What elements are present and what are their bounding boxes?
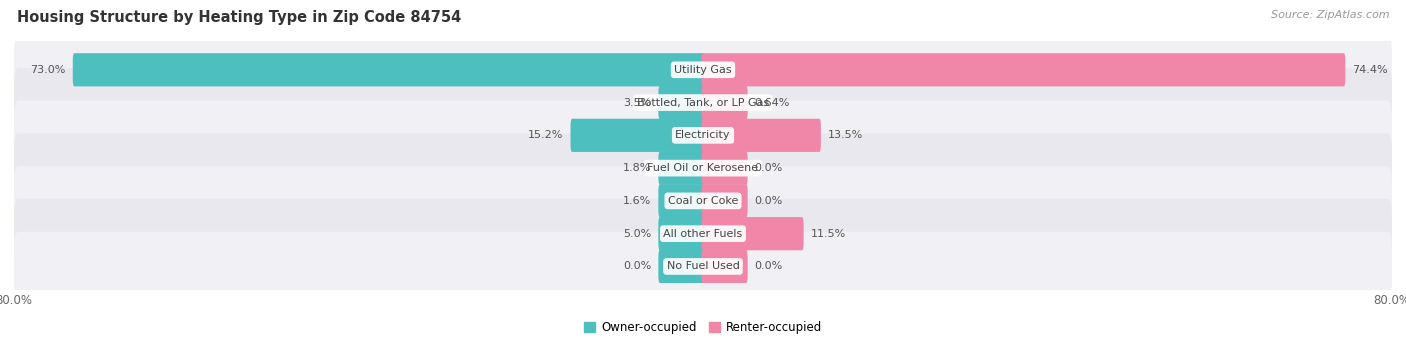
Text: Bottled, Tank, or LP Gas: Bottled, Tank, or LP Gas <box>637 98 769 107</box>
FancyBboxPatch shape <box>14 133 1392 203</box>
FancyBboxPatch shape <box>658 151 704 185</box>
Legend: Owner-occupied, Renter-occupied: Owner-occupied, Renter-occupied <box>579 316 827 339</box>
FancyBboxPatch shape <box>702 119 821 152</box>
FancyBboxPatch shape <box>702 151 748 185</box>
Text: 0.0%: 0.0% <box>755 196 783 206</box>
Text: 0.0%: 0.0% <box>623 262 651 271</box>
FancyBboxPatch shape <box>658 250 704 283</box>
Text: Housing Structure by Heating Type in Zip Code 84754: Housing Structure by Heating Type in Zip… <box>17 10 461 25</box>
FancyBboxPatch shape <box>14 101 1392 170</box>
Text: 74.4%: 74.4% <box>1353 65 1388 75</box>
FancyBboxPatch shape <box>14 35 1392 105</box>
Text: Coal or Coke: Coal or Coke <box>668 196 738 206</box>
FancyBboxPatch shape <box>702 184 748 218</box>
Text: 0.64%: 0.64% <box>755 98 790 107</box>
FancyBboxPatch shape <box>14 166 1392 236</box>
FancyBboxPatch shape <box>658 217 704 250</box>
FancyBboxPatch shape <box>14 68 1392 137</box>
Text: 3.5%: 3.5% <box>623 98 651 107</box>
FancyBboxPatch shape <box>702 53 1346 86</box>
Text: 73.0%: 73.0% <box>31 65 66 75</box>
FancyBboxPatch shape <box>702 250 748 283</box>
FancyBboxPatch shape <box>658 184 704 218</box>
Text: Fuel Oil or Kerosene: Fuel Oil or Kerosene <box>647 163 759 173</box>
FancyBboxPatch shape <box>702 86 748 119</box>
Text: Utility Gas: Utility Gas <box>675 65 731 75</box>
Text: 1.8%: 1.8% <box>623 163 651 173</box>
Text: Source: ZipAtlas.com: Source: ZipAtlas.com <box>1271 10 1389 20</box>
Text: 13.5%: 13.5% <box>828 130 863 140</box>
Text: All other Fuels: All other Fuels <box>664 229 742 239</box>
FancyBboxPatch shape <box>14 199 1392 268</box>
FancyBboxPatch shape <box>14 232 1392 301</box>
Text: 0.0%: 0.0% <box>755 262 783 271</box>
FancyBboxPatch shape <box>73 53 704 86</box>
Text: 0.0%: 0.0% <box>755 163 783 173</box>
Text: 15.2%: 15.2% <box>529 130 564 140</box>
Text: 1.6%: 1.6% <box>623 196 651 206</box>
Text: 11.5%: 11.5% <box>811 229 846 239</box>
FancyBboxPatch shape <box>658 86 704 119</box>
Text: No Fuel Used: No Fuel Used <box>666 262 740 271</box>
FancyBboxPatch shape <box>571 119 704 152</box>
FancyBboxPatch shape <box>702 217 804 250</box>
Text: 5.0%: 5.0% <box>623 229 651 239</box>
Text: Electricity: Electricity <box>675 130 731 140</box>
